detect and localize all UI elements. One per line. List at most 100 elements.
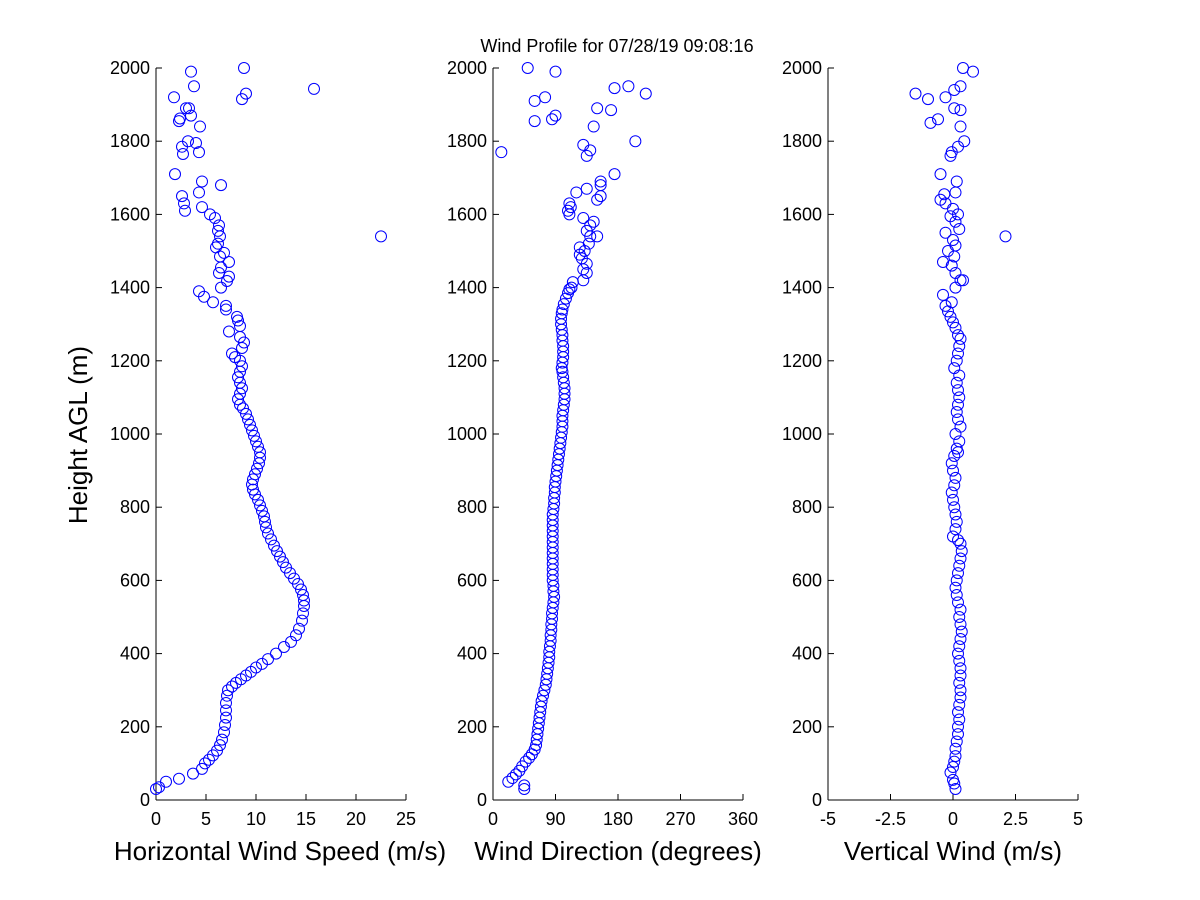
data-point-speed	[174, 112, 186, 125]
data-point-direction	[539, 91, 552, 104]
y-tick-label-vertical: 800	[792, 497, 822, 517]
data-point-speed	[185, 65, 197, 78]
data-point-speed	[218, 246, 230, 259]
data-point-vertical	[952, 384, 964, 397]
data-point-direction	[629, 135, 642, 148]
data-point-speed	[196, 762, 208, 775]
y-tick-label-speed: 600	[120, 570, 150, 590]
data-point-speed	[252, 440, 264, 453]
data-point-speed	[193, 146, 205, 159]
data-point-direction	[577, 212, 590, 225]
data-point-direction	[518, 783, 531, 796]
data-point-vertical	[950, 376, 963, 389]
data-point-vertical	[952, 647, 964, 660]
data-point-vertical	[945, 486, 958, 499]
data-point-vertical	[952, 413, 964, 426]
data-point-speed	[220, 299, 232, 312]
y-tick-label-speed: 2000	[110, 58, 150, 78]
data-point-direction	[506, 772, 519, 785]
data-point-speed	[240, 407, 252, 420]
data-point-speed	[214, 739, 226, 752]
x-tick-label-direction: 180	[603, 809, 633, 829]
data-point-speed	[226, 347, 238, 360]
data-point-vertical	[937, 255, 949, 268]
data-point-speed	[213, 219, 225, 232]
data-point-vertical	[953, 223, 966, 236]
x-tick-label-vertical: 2.5	[1003, 809, 1028, 829]
data-point-speed	[375, 230, 387, 243]
y-tick-label-speed: 1800	[110, 131, 150, 151]
y-tick-label-direction: 200	[457, 717, 487, 737]
data-point-vertical	[945, 296, 958, 309]
data-point-vertical	[949, 471, 962, 484]
y-tick-label-vertical: 0	[812, 790, 822, 810]
y-axis-label-height: Height AGL (m)	[63, 346, 93, 524]
data-point-direction	[521, 62, 534, 74]
data-point-vertical	[954, 603, 967, 616]
x-tick-label-direction: 360	[728, 809, 758, 829]
data-point-speed	[280, 561, 292, 574]
data-point-direction	[546, 113, 559, 126]
x-tick-label-vertical: -2.5	[875, 809, 906, 829]
data-point-speed	[254, 446, 266, 459]
data-point-speed	[293, 622, 305, 635]
data-point-vertical	[954, 420, 967, 433]
data-point-speed	[234, 320, 246, 333]
data-point-speed	[190, 137, 202, 150]
data-point-direction	[518, 779, 531, 792]
data-point-vertical	[957, 274, 969, 287]
y-tick-label-vertical: 2000	[782, 58, 822, 78]
data-point-vertical	[950, 354, 963, 367]
y-tick-label-direction: 600	[457, 570, 487, 590]
data-point-vertical	[934, 168, 947, 181]
data-point-vertical	[947, 464, 959, 477]
x-axis-label-vertical-wind: Vertical Wind (m/s)	[844, 836, 1062, 866]
data-point-vertical	[953, 435, 966, 448]
data-point-vertical	[949, 750, 962, 763]
data-point-speed	[254, 499, 266, 512]
data-point-speed	[219, 718, 231, 731]
data-point-speed	[274, 550, 286, 563]
data-point-vertical	[949, 581, 962, 594]
data-point-speed	[250, 661, 262, 674]
data-point-vertical	[950, 589, 963, 602]
data-point-speed	[223, 255, 235, 268]
data-point-speed	[183, 102, 195, 115]
y-tick-label-direction: 1200	[447, 351, 487, 371]
data-point-speed	[222, 684, 234, 697]
data-point-direction	[535, 695, 548, 708]
data-point-speed	[221, 689, 233, 702]
data-point-direction	[563, 197, 576, 210]
panel-horizontal-wind-speed: 0 200 400 600 800 1000 1200 1400 1600 1800 2000 0 5 1…	[63, 58, 446, 866]
data-point-vertical	[953, 676, 966, 689]
data-point-vertical	[949, 508, 962, 521]
data-point-speed	[238, 62, 250, 74]
data-point-speed	[259, 515, 271, 528]
data-point-direction	[639, 87, 652, 100]
data-point-vertical	[949, 239, 962, 252]
data-point-direction	[557, 298, 570, 311]
data-point-speed	[290, 629, 302, 642]
data-point-vertical	[953, 340, 966, 353]
data-point-vertical	[954, 662, 967, 675]
data-point-direction	[557, 371, 570, 384]
data-point-direction	[608, 82, 621, 95]
data-point-vertical	[953, 698, 966, 711]
data-point-speed	[249, 468, 261, 481]
data-point-speed	[247, 483, 259, 496]
panel-vertical-wind: 0 200 400 600 800 1000 1200 1400 1600 1800 2000 -5 -…	[782, 58, 1083, 866]
data-point-speed	[213, 266, 225, 279]
data-point-speed	[212, 224, 224, 237]
y-tick-label-speed: 1000	[110, 424, 150, 444]
data-point-speed	[256, 504, 268, 517]
data-point-speed	[169, 168, 181, 181]
data-point-speed	[268, 539, 280, 552]
y-tick-label-vertical: 200	[792, 717, 822, 737]
data-point-speed	[220, 704, 232, 717]
data-point-speed	[242, 413, 254, 426]
data-point-speed	[277, 556, 289, 569]
data-point-speed	[204, 208, 216, 221]
data-point-vertical	[924, 116, 937, 129]
x-tick-label-speed: 25	[396, 809, 416, 829]
data-point-vertical	[950, 442, 963, 455]
